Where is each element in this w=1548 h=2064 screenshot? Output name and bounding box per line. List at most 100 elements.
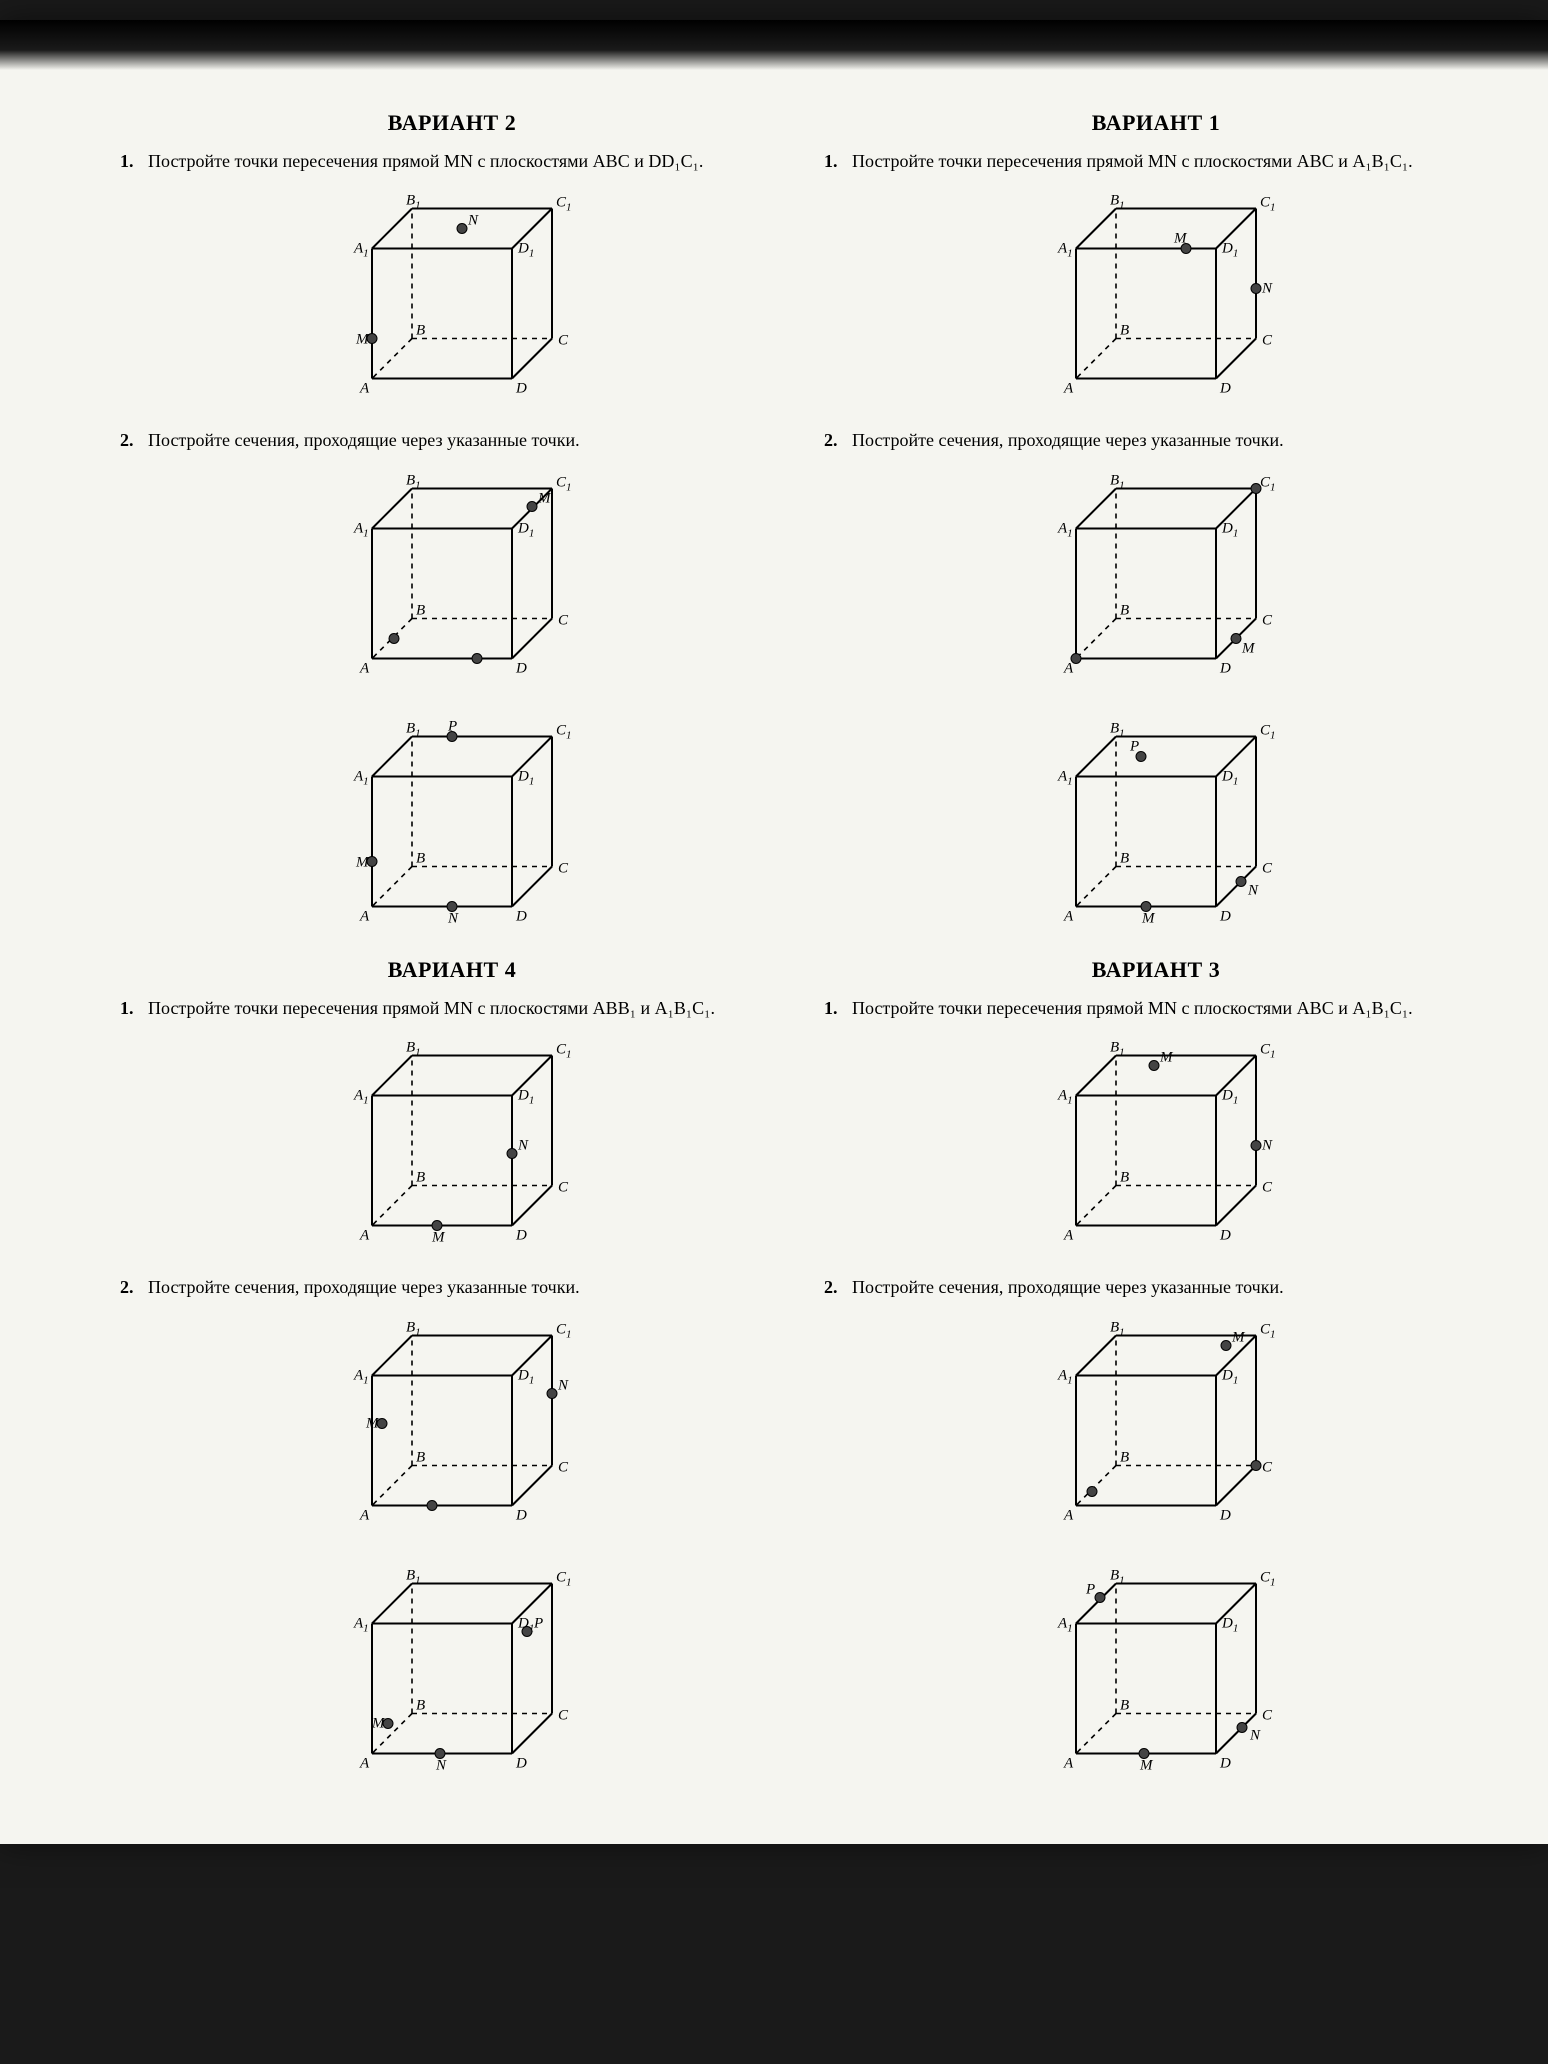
svg-text:C1: C1 [1260,1321,1276,1340]
svg-text:D: D [515,1228,527,1244]
svg-text:M: M [1139,1757,1154,1773]
svg-text:A: A [359,1228,370,1244]
svg-text:N: N [435,1757,447,1773]
svg-text:P: P [1085,1581,1095,1597]
svg-text:N: N [1249,1727,1261,1743]
svg-text:B: B [416,1170,425,1186]
svg-text:D1: D1 [1221,520,1238,539]
svg-text:P: P [533,1615,543,1631]
svg-text:D1: D1 [1221,1615,1238,1634]
svg-text:C: C [1262,860,1273,876]
task-text: Постройте сечения, проходящие через указ… [148,429,580,452]
svg-text:A: A [359,1507,370,1523]
svg-text:M: M [1173,231,1188,247]
v2-cube2b: ADCBA1D1C1B1PMN [120,709,784,939]
svg-text:C1: C1 [1260,195,1276,214]
svg-text:N: N [447,910,459,926]
v1-task1: 1. Постройте точки пересечения прямой MN… [824,150,1488,173]
svg-text:B: B [416,1697,425,1713]
svg-text:A1: A1 [353,768,369,787]
v1-cube1: ADCBA1D1C1B1MN [824,181,1488,411]
svg-text:C: C [558,612,569,628]
svg-text:D: D [1219,1507,1231,1523]
svg-text:D1: D1 [517,768,534,787]
svg-text:B: B [416,323,425,339]
svg-text:C: C [558,1459,569,1475]
variant2-title: ВАРИАНТ 2 [120,110,784,136]
svg-text:C1: C1 [556,1569,572,1588]
task-number: 2. [824,429,842,452]
svg-text:B: B [416,850,425,866]
svg-text:A: A [1063,908,1074,924]
svg-text:C1: C1 [556,474,572,493]
svg-text:N: N [1261,1138,1273,1154]
svg-text:P: P [1129,738,1139,754]
svg-text:C: C [1262,1707,1273,1723]
svg-text:M: M [537,490,552,506]
svg-text:M: M [1141,910,1156,926]
task-number: 1. [120,997,138,1020]
svg-text:D1: D1 [517,1367,534,1386]
svg-text:D1: D1 [1221,241,1238,260]
task-number: 1. [824,150,842,173]
worksheet-page: ВАРИАНТ 2 1. Постройте точки пересечения… [0,20,1548,1844]
v3-task1: 1. Постройте точки пересечения прямой MN… [824,997,1488,1020]
svg-text:D1: D1 [1221,1367,1238,1386]
svg-text:N: N [557,1377,569,1393]
svg-text:A1: A1 [1057,520,1073,539]
svg-text:B: B [416,602,425,618]
svg-text:P: P [447,718,457,734]
v2-cube1: ADCBA1D1C1B1MN [120,181,784,411]
svg-text:M: M [1159,1050,1174,1066]
svg-text:C1: C1 [1260,1569,1276,1588]
svg-text:D: D [515,1507,527,1523]
task-number: 2. [824,1276,842,1299]
v1-task2: 2. Постройте сечения, проходящие через у… [824,429,1488,452]
task-text: Постройте точки пересечения прямой MN с … [148,997,715,1020]
task-text: Постройте сечения, проходящие через указ… [852,429,1284,452]
svg-text:A1: A1 [353,1615,369,1634]
svg-text:A: A [1063,381,1074,397]
v1-cube2b: ADCBA1D1C1B1PNM [824,709,1488,939]
left-column: ВАРИАНТ 2 1. Постройте точки пересечения… [120,100,784,1804]
svg-text:M: M [431,1230,446,1246]
svg-text:M: M [1241,640,1256,656]
task-number: 1. [120,150,138,173]
svg-text:M: M [371,1715,386,1731]
svg-text:C: C [558,333,569,349]
v4-task2: 2. Постройте сечения, проходящие через у… [120,1276,784,1299]
svg-text:M: M [355,332,370,348]
svg-text:A1: A1 [1057,768,1073,787]
v4-cube2b: ADCBA1D1C1B1PMN [120,1556,784,1786]
v3-cube1: ADCBA1D1C1B1MN [824,1028,1488,1258]
svg-text:A1: A1 [1057,1367,1073,1386]
svg-text:C1: C1 [1260,1042,1276,1061]
columns: ВАРИАНТ 2 1. Постройте точки пересечения… [120,100,1488,1804]
variant4-title: ВАРИАНТ 4 [120,957,784,983]
svg-text:D1: D1 [517,241,534,260]
task-number: 2. [120,1276,138,1299]
task-text: Постройте точки пересечения прямой MN с … [148,150,703,173]
svg-text:C1: C1 [556,1321,572,1340]
svg-text:A: A [359,660,370,676]
svg-text:D: D [515,660,527,676]
svg-text:N: N [467,213,479,229]
svg-text:A: A [1063,1228,1074,1244]
svg-text:D: D [1219,660,1231,676]
svg-text:D: D [1219,1755,1231,1771]
svg-text:A1: A1 [1057,1088,1073,1107]
svg-text:A: A [359,381,370,397]
svg-text:A1: A1 [353,241,369,260]
svg-text:C1: C1 [556,1042,572,1061]
svg-text:D1: D1 [517,1088,534,1107]
v2-cube2a: ADCBA1D1C1B1M [120,461,784,691]
svg-text:B: B [1120,1170,1129,1186]
v3-cube2b: ADCBA1D1C1B1PNM [824,1556,1488,1786]
svg-text:D: D [1219,1228,1231,1244]
svg-text:A: A [1063,1755,1074,1771]
svg-text:C1: C1 [556,722,572,741]
svg-text:C: C [1262,333,1273,349]
svg-text:A: A [359,908,370,924]
svg-text:C: C [1262,1180,1273,1196]
svg-text:B: B [1120,602,1129,618]
